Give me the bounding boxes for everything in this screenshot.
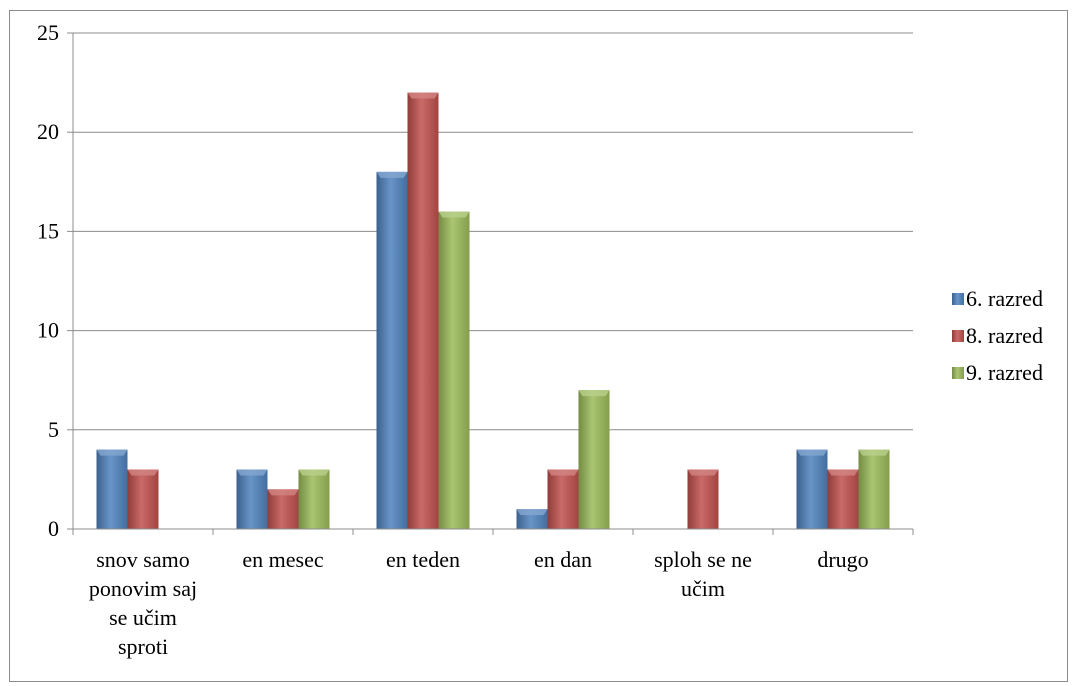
bar-bevel [96,449,128,456]
x-category-labels: snov samo ponovim saj se učim sproti en mese… [89,547,869,659]
bars [96,92,890,530]
legend-swatch [952,293,964,305]
x-category-label: en teden [386,547,460,572]
y-tick-label: 10 [37,318,59,343]
y-tick-label: 5 [48,417,59,442]
bar-bevel [236,469,268,476]
gridlines [73,32,913,431]
bar-6-razred-5 [796,449,828,529]
legend-swatch [952,367,964,379]
bar-8-razred-0 [127,469,159,529]
bar-9-razred-5 [858,449,890,529]
bar-bevel [687,469,719,476]
bar-bevel [858,449,890,456]
legend-label: 8. razred [966,323,1043,348]
chart-frame: 0 5 10 15 20 25 snov samo ponovim saj se učim sp… [9,10,1068,682]
bar-bevel [267,489,299,496]
x-category-label: en dan [534,547,592,572]
bar-6-razred-1 [236,469,268,529]
bar-8-razred-2 [407,92,439,530]
bar-bevel [796,449,828,456]
y-tick-label: 20 [37,119,59,144]
x-category-label: sploh se ne učim [654,547,752,601]
bar-bevel [547,469,579,476]
bar-9-razred-3 [578,390,610,529]
bar-bevel [376,171,408,178]
bar-bevel [407,92,439,99]
legend-swatch [952,330,964,342]
axes [67,32,914,535]
bar-6-razred-2 [376,171,408,529]
bar-bevel [578,390,610,397]
bar-9-razred-2 [438,211,470,529]
x-category-label: en mesec [242,547,323,572]
x-category-label: snov samo ponovim saj se učim sproti [89,547,197,659]
bar-bevel [827,469,859,476]
bar-bevel [298,469,330,476]
y-tick-label: 15 [37,218,59,243]
x-category-label: drugo [817,547,868,572]
bar-9-razred-1 [298,469,330,529]
y-tick-labels: 0 5 10 15 20 25 [37,20,59,541]
bar-bevel [516,509,548,516]
bar-8-razred-1 [267,489,299,529]
bar-6-razred-0 [96,449,128,529]
legend-label: 6. razred [966,286,1043,311]
bar-chart: 0 5 10 15 20 25 snov samo ponovim saj se učim sp… [37,20,1043,659]
bar-bevel [127,469,159,476]
legend-label: 9. razred [966,360,1043,385]
bar-8-razred-4 [687,469,719,529]
bar-8-razred-3 [547,469,579,529]
bar-8-razred-5 [827,469,859,529]
y-tick-label: 0 [48,516,59,541]
bar-bevel [438,211,470,218]
legend: 6. razred 8. razred 9. razred [952,286,1043,385]
y-tick-label: 25 [37,20,59,45]
